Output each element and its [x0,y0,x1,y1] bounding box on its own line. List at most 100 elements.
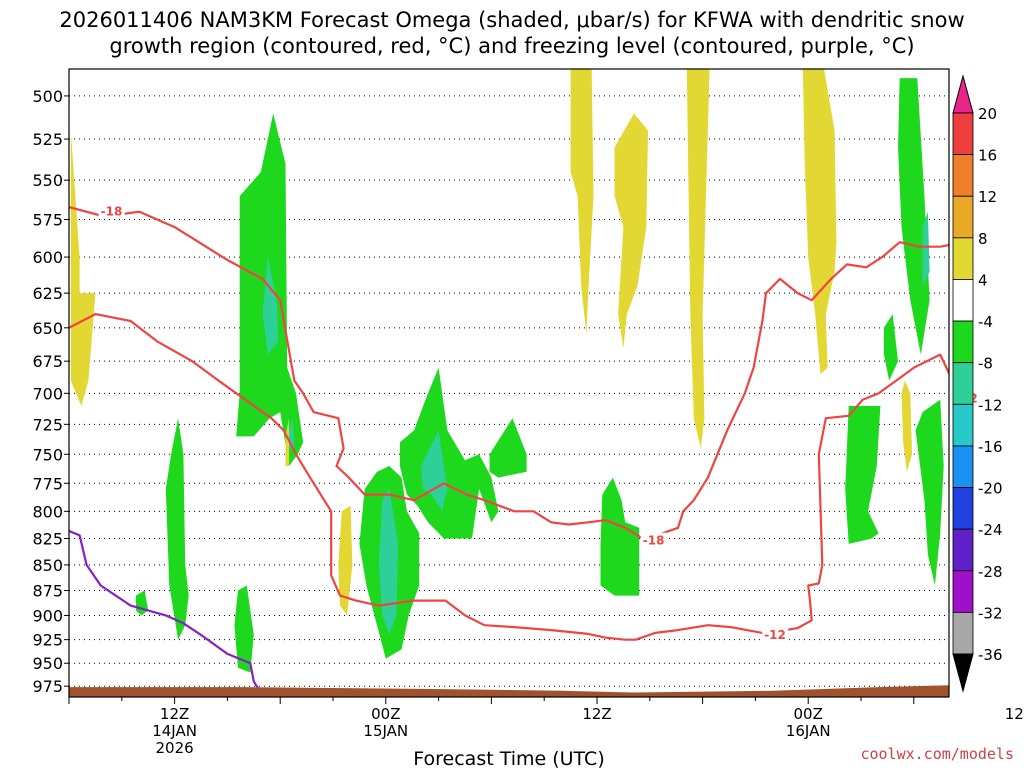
ytick-label-675: 675 [32,352,63,371]
omega-region-1 [165,418,189,640]
omega-region-9 [845,405,881,544]
ytick-label-650: 650 [32,319,63,338]
ytick-label-775: 775 [32,474,63,493]
ytick-label-875: 875 [32,582,63,601]
omega-region-14 [338,505,353,616]
colorbar-label-13: -36 [978,646,1003,664]
xtick-label-6-0: 12Z [160,705,189,723]
isotherm-label-1: -12 [764,628,786,642]
omega-region-15 [570,69,594,335]
colorbar-cell-4 [952,279,974,322]
omega-region-3 [234,585,254,673]
colorbar-label-9: -20 [978,480,1003,498]
omega-region-22 [289,418,295,449]
ytick-label-950: 950 [32,654,63,673]
omega-region-19 [901,380,912,472]
ytick-label-725: 725 [32,415,63,434]
isotherm-label-bg-extra-1 [640,532,667,547]
colorbar-bottom-arrow [952,653,974,693]
xtick-label-54-0: 12Z [1005,705,1024,723]
ytick-label-825: 825 [32,530,63,549]
colorbar-label-10: -24 [978,521,1003,539]
xtick-label-42-1: 16JAN [786,722,831,740]
isotherm-label-bg-0 [98,203,125,218]
colorbar: 20 16 12 8 4 -4 -8 -12 -16 -20 -24 -28 -32 -36 [952,74,1003,693]
colorbar-label-11: -28 [978,563,1003,581]
colorbar-label-5: -4 [978,313,993,331]
ytick-label-625: 625 [32,284,63,303]
xtick-label-6-2: 2026 [156,739,194,757]
xtick-label-42-0: 00Z [794,705,823,723]
omega-region-7 [489,418,527,478]
ytick-label-925: 925 [32,631,63,650]
isotherm-label-0: -18 [101,205,123,219]
xtick-label-6-1: 14JAN [152,722,197,740]
omega-region-2 [135,590,149,616]
colorbar-label-7: -12 [978,396,1003,414]
x-axis-ticks: 12Z14JAN202600Z15JAN12Z00Z16JAN12Z [68,697,1024,757]
isotherm-label-extra-1: -18 [643,534,665,548]
omega-region-18 [802,69,837,375]
ytick-label-975: 975 [32,677,63,696]
ytick-label-500: 500 [32,87,63,106]
ytick-label-575: 575 [32,210,63,229]
colorbar-cell-12 [952,611,974,655]
colorbar-cell-2 [952,195,974,239]
xtick-label-18-0: 00Z [371,705,400,723]
colorbar-top-arrow [952,74,974,114]
omega-shading [70,69,944,673]
ytick-label-800: 800 [32,502,63,521]
colorbar-cell-9 [952,487,974,530]
terrain-fill [69,685,949,697]
ytick-label-700: 700 [32,384,63,403]
x-axis-label: Forecast Time (UTC) [413,748,604,768]
colorbar-label-6: -8 [978,355,993,373]
y-axis-ticks: 500 525 550 575 600 625 650 675 700 725 750 775 800 8… [32,87,69,696]
colorbar-label-8: -16 [978,438,1003,456]
omega-region-16 [614,113,648,349]
colorbar-cell-3 [952,237,974,280]
ytick-label-750: 750 [32,445,63,464]
omega-region-11 [898,78,930,355]
omega-region-12 [915,399,944,586]
omega-region-8 [600,477,640,596]
colorbar-label-1: 16 [978,147,997,165]
terrain-ground [69,685,949,697]
colorbar-label-4: 4 [978,271,988,289]
omega-region-10 [883,314,898,381]
omega-region-23 [378,489,399,635]
omega-region-17 [686,69,710,449]
isotherm-0 [69,529,264,696]
ytick-label-600: 600 [32,248,63,267]
colorbar-cell-0 [952,112,974,156]
ytick-label-525: 525 [32,130,63,149]
ytick-label-850: 850 [32,556,63,575]
omega-region-0 [70,130,96,406]
colorbar-label-3: 8 [978,230,988,248]
ytick-label-550: 550 [32,171,63,190]
isotherm-label-bg-1 [762,626,789,641]
omega-region-13 [285,418,289,466]
colorbar-cell-5 [952,320,974,364]
colorbar-cell-1 [952,154,974,197]
chart-title-line-1: 2026011406 NAM3KM Forecast Omega (shaded… [59,8,964,32]
colorbar-cell-6 [952,362,974,405]
chart-title-line-2: growth region (contoured, red, °C) and f… [109,34,914,58]
plot-frame [68,68,950,698]
ytick-label-900: 900 [32,606,63,625]
xtick-label-30-0: 12Z [582,705,611,723]
colorbar-cell-10 [952,528,974,572]
colorbar-cell-11 [952,570,974,613]
isotherm--18 [69,206,949,540]
omega-region-21 [262,257,279,355]
omega-region-25 [922,211,930,286]
colorbar-cell-8 [952,445,974,488]
isotherm-contours [69,206,949,696]
credit-text: coolwx.com/models [860,745,1014,763]
colorbar-label-0: 20 [978,105,997,123]
xtick-label-18-1: 15JAN [363,722,408,740]
colorbar-label-12: -32 [978,604,1003,622]
omega-region-24 [421,430,448,512]
isotherm--12 [69,313,949,641]
